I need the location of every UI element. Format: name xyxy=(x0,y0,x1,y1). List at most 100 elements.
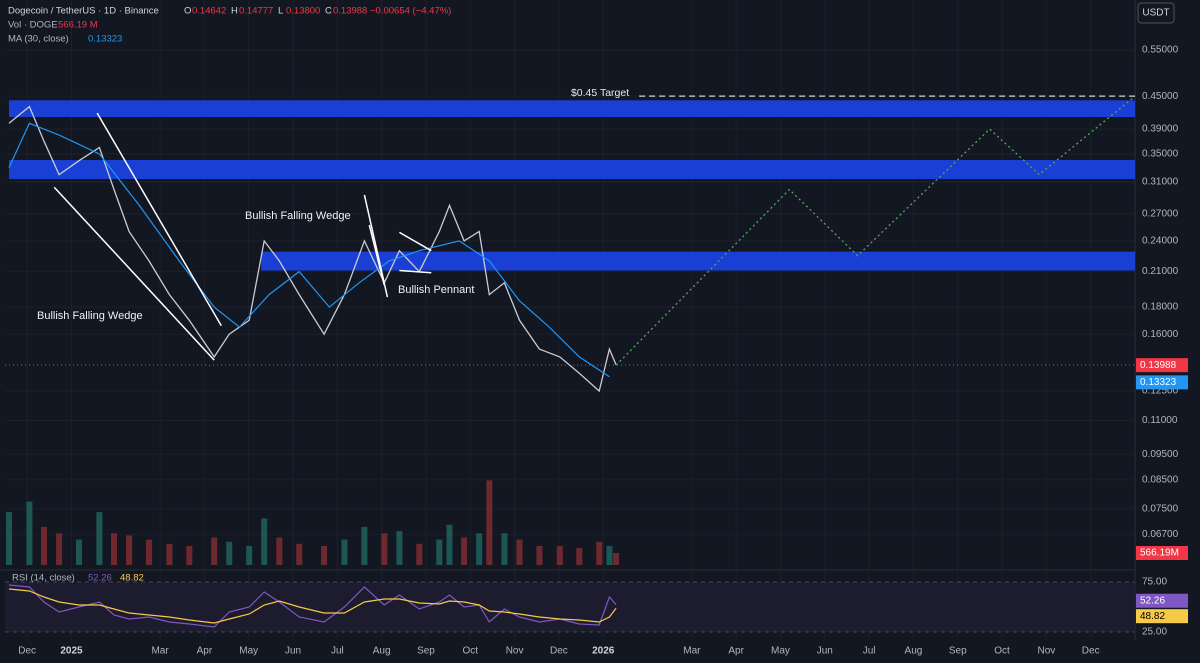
volume-bar xyxy=(556,545,563,565)
y-tick-label: 0.27000 xyxy=(1142,208,1179,219)
x-tick-label: Aug xyxy=(373,646,391,657)
ma-tag-bg xyxy=(1136,375,1188,390)
currency[interactable]: USDT xyxy=(1142,8,1169,19)
target-label: $0.45 Target xyxy=(571,87,629,99)
last-price-tag-bg xyxy=(1136,358,1188,373)
volume-value: 566.19 M xyxy=(58,20,98,31)
volume-bar xyxy=(461,537,468,565)
x-tick-label: Mar xyxy=(151,646,169,657)
rsi-tag: 52.26 xyxy=(1140,595,1165,606)
ma-value: 0.13323 xyxy=(88,34,122,45)
volume-bar xyxy=(246,545,253,565)
y-tick-label: 0.07500 xyxy=(1142,503,1179,514)
x-tick-label: May xyxy=(771,646,790,657)
currency-button[interactable] xyxy=(1137,2,1175,24)
volume-bar xyxy=(536,545,543,565)
ohlc-value: 0.13988 xyxy=(333,6,367,17)
support-zone xyxy=(8,100,1135,118)
ohlc-key: H xyxy=(231,6,238,17)
x-tick-label: Oct xyxy=(463,646,479,657)
y-tick-label: 0.21000 xyxy=(1142,266,1179,277)
rsi-line xyxy=(8,584,617,628)
x-tick-label: Jul xyxy=(863,646,876,657)
trendline xyxy=(53,186,215,361)
y-tick-label: 0.11000 xyxy=(1142,415,1178,426)
volume-bar xyxy=(96,512,103,565)
volume-bar xyxy=(261,518,268,565)
volume-bar xyxy=(613,553,620,565)
rsi-tick-label: 25.00 xyxy=(1142,627,1167,638)
y-tick-label: 0.06700 xyxy=(1142,529,1179,540)
support-zone xyxy=(8,160,1135,180)
rsi-ma-line xyxy=(8,588,617,624)
x-tick-label: Oct xyxy=(994,646,1010,657)
support-zone xyxy=(261,251,1136,271)
rsi-name: RSI (14, close) xyxy=(12,573,75,584)
volume-bar xyxy=(211,537,218,565)
x-tick-label: Nov xyxy=(1037,646,1055,657)
y-tick-label: 0.12500 xyxy=(1142,386,1179,397)
volume-bar xyxy=(341,539,348,565)
trendline xyxy=(399,269,432,274)
volume-bar xyxy=(606,545,613,565)
y-tick-label: 0.08500 xyxy=(1142,474,1179,485)
x-tick-label: Dec xyxy=(550,646,568,657)
annotation: Bullish Falling Wedge xyxy=(37,310,143,322)
x-tick-label: Jun xyxy=(285,646,301,657)
volume-bar xyxy=(226,541,233,565)
y-tick-label: 0.31000 xyxy=(1142,177,1179,188)
volume-bar xyxy=(416,543,423,565)
ma-name: MA (30, close) xyxy=(8,34,69,45)
volume-bar xyxy=(126,535,133,565)
rsi-tick-label: 75.00 xyxy=(1142,577,1167,588)
rsi-band xyxy=(5,582,1135,632)
x-tick-label: Sep xyxy=(417,646,435,657)
trendline xyxy=(399,231,432,252)
volume-bar xyxy=(576,548,583,565)
x-tick-label: Apr xyxy=(197,646,213,657)
x-tick-label: Jul xyxy=(331,646,344,657)
annotation: Bullish Pennant xyxy=(398,284,474,296)
ohlc-value: 0.14642 xyxy=(192,6,226,17)
volume-bar xyxy=(501,533,508,565)
y-tick-label: 0.18000 xyxy=(1142,302,1179,313)
x-tick-label: Apr xyxy=(728,646,744,657)
x-tick-label: Nov xyxy=(506,646,524,657)
last-price-tag: 0.13988 xyxy=(1140,360,1177,371)
ohlc-key: O xyxy=(184,6,191,17)
chart-title: Dogecoin / TetherUS · 1D · Binance xyxy=(8,6,159,17)
rsi-ma-tag-bg xyxy=(1136,609,1188,624)
volume-bar xyxy=(111,533,118,565)
volume-bar xyxy=(396,531,403,565)
y-tick-label: 0.24000 xyxy=(1142,236,1179,247)
volume-bar xyxy=(516,539,523,565)
y-tick-label: 0.45000 xyxy=(1142,91,1179,102)
rsi-ma-tag: 48.82 xyxy=(1140,611,1165,622)
x-tick-label: Dec xyxy=(1082,646,1100,657)
y-tick-label: 0.35000 xyxy=(1142,149,1179,160)
volume-bar xyxy=(5,512,12,565)
volume-bar xyxy=(166,543,173,565)
volume-bar xyxy=(596,541,603,565)
trendline xyxy=(96,112,222,327)
price-line xyxy=(8,105,617,393)
volume-tag: 566.19M xyxy=(1140,548,1179,559)
rsi-value: 52.26 xyxy=(88,573,112,584)
ohlc-key: C xyxy=(325,6,332,17)
volume-bar xyxy=(186,545,193,565)
ohlc-value: 0.13800 xyxy=(286,6,320,17)
volume-tag-bg xyxy=(1136,546,1188,560)
x-tick-label: Dec xyxy=(18,646,36,657)
volume-bar xyxy=(76,539,83,565)
annotation: Bullish Falling Wedge xyxy=(245,210,351,222)
volume-bar xyxy=(446,524,453,565)
x-tick-label: Aug xyxy=(905,646,923,657)
volume-bar xyxy=(361,526,368,565)
y-tick-label: 0.55000 xyxy=(1142,45,1179,56)
volume-bar xyxy=(40,526,47,565)
rsi-ma-value: 48.82 xyxy=(120,573,144,584)
ma-tag: 0.13323 xyxy=(1140,377,1177,388)
ohlc-key: L xyxy=(278,6,283,17)
